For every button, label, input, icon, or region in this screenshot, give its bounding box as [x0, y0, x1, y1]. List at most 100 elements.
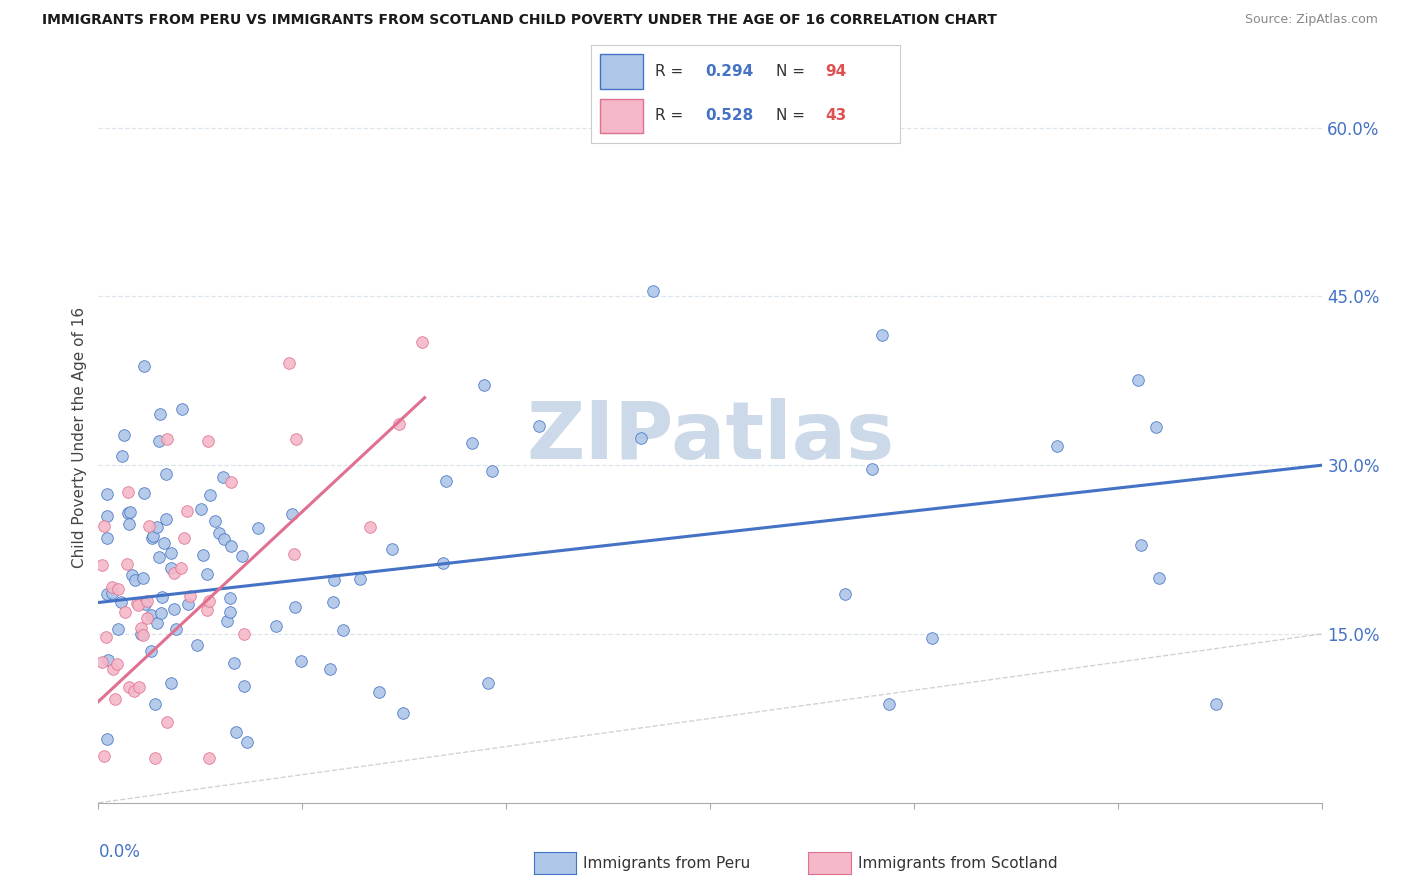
Point [91, 655, 114, 669]
Point [111, 449, 134, 463]
Point [368, 684, 391, 698]
Point [283, 547, 305, 561]
Point [322, 595, 344, 609]
Point [97, 653, 120, 667]
Point [114, 606, 136, 620]
Point [434, 475, 457, 489]
Point [118, 681, 141, 695]
Point [170, 561, 193, 575]
Point [143, 697, 166, 711]
Point [461, 435, 484, 450]
Point [117, 485, 139, 500]
Point [235, 735, 257, 749]
Point [129, 627, 152, 641]
Point [107, 622, 129, 636]
Point [93, 748, 115, 763]
Point [834, 587, 856, 601]
Point [96, 531, 118, 545]
Point [211, 470, 233, 484]
Point [142, 529, 165, 543]
Point [132, 628, 155, 642]
Point [110, 595, 132, 609]
Point [529, 419, 551, 434]
Point [197, 602, 219, 616]
Point [173, 531, 195, 545]
Point [104, 691, 127, 706]
Point [177, 597, 200, 611]
Point [105, 657, 128, 672]
Text: 0.0%: 0.0% [98, 843, 141, 861]
Point [135, 611, 157, 625]
Point [232, 679, 254, 693]
Point [225, 724, 247, 739]
Point [1144, 420, 1167, 434]
Point [860, 461, 883, 475]
Point [319, 662, 342, 676]
Point [1045, 439, 1067, 453]
Point [879, 697, 901, 711]
Point [150, 606, 173, 620]
Point [208, 525, 231, 540]
Point [641, 284, 664, 298]
Point [129, 622, 152, 636]
Point [148, 434, 170, 448]
Point [186, 638, 208, 652]
Text: IMMIGRANTS FROM PERU VS IMMIGRANTS FROM SCOTLAND CHILD POVERTY UNDER THE AGE OF : IMMIGRANTS FROM PERU VS IMMIGRANTS FROM … [42, 13, 997, 28]
Point [278, 356, 301, 370]
Text: R =: R = [655, 108, 689, 123]
Point [160, 676, 183, 690]
Point [198, 594, 221, 608]
Point [280, 507, 302, 521]
Point [150, 591, 173, 605]
Point [141, 531, 163, 545]
Point [198, 751, 221, 765]
Point [160, 546, 183, 560]
Point [96, 487, 118, 501]
Point [134, 597, 156, 611]
Point [284, 600, 307, 615]
Point [101, 586, 124, 600]
Point [121, 567, 143, 582]
Point [381, 541, 404, 556]
Point [198, 488, 221, 502]
Text: Immigrants from Peru: Immigrants from Peru [583, 856, 751, 871]
Point [96, 509, 118, 524]
Point [118, 516, 141, 531]
Point [195, 566, 218, 581]
Point [155, 512, 177, 526]
Bar [600, 99, 643, 133]
Point [149, 407, 172, 421]
Point [432, 556, 454, 570]
Point [132, 359, 155, 373]
Point [96, 587, 118, 601]
Point [219, 539, 242, 553]
Point [477, 676, 499, 690]
Point [349, 572, 371, 586]
Point [1147, 571, 1170, 585]
Point [127, 598, 149, 612]
Point [921, 631, 943, 645]
Point [266, 618, 288, 632]
Point [285, 432, 308, 446]
Point [322, 574, 344, 588]
Point [118, 505, 141, 519]
Point [93, 519, 115, 533]
Point [204, 515, 226, 529]
Point [1129, 538, 1152, 552]
Point [101, 662, 124, 676]
Point [112, 427, 135, 442]
Point [91, 558, 114, 573]
Point [215, 615, 238, 629]
Point [139, 608, 162, 623]
Point [221, 475, 243, 489]
Point [170, 402, 193, 417]
Point [138, 518, 160, 533]
Point [136, 594, 159, 608]
Point [231, 549, 253, 563]
Point [411, 334, 433, 349]
Point [146, 616, 169, 631]
Point [332, 623, 354, 637]
Point [481, 465, 503, 479]
Text: 0.294: 0.294 [704, 63, 754, 78]
Point [160, 561, 183, 575]
